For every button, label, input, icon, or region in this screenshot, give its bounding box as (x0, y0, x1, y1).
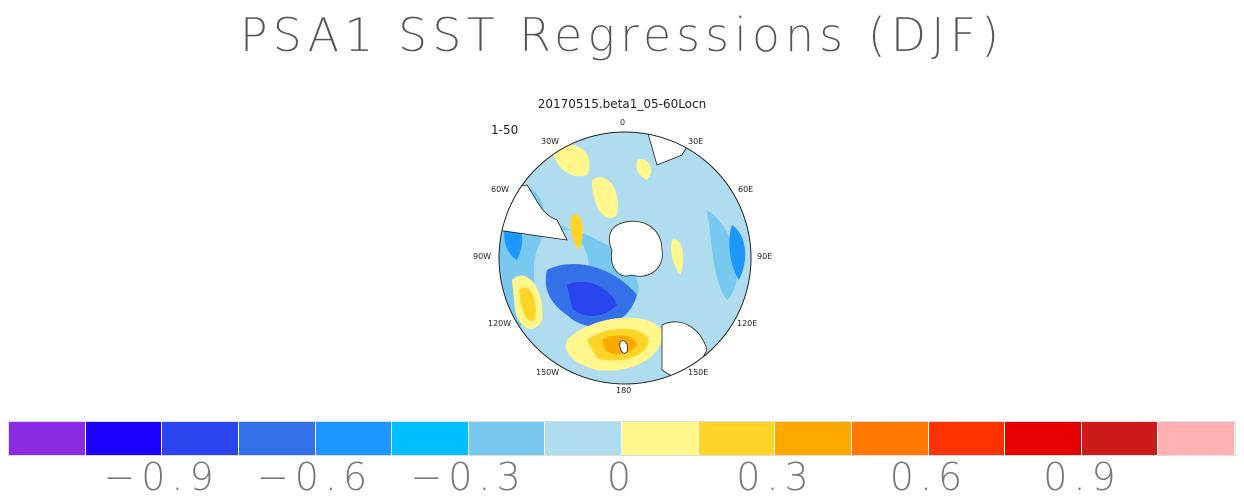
lon-label-150w: 150W (536, 368, 560, 377)
colorbar-swatch (545, 422, 622, 455)
colorbar-swatch (85, 422, 163, 455)
anomaly-region (729, 225, 746, 280)
colorbar-tick-label: −0.3 (410, 455, 527, 499)
new-zealand-landmass (619, 340, 628, 354)
anomaly-region (707, 210, 738, 300)
lon-label-60e: 60E (738, 185, 754, 194)
anomaly-region (636, 159, 652, 180)
lon-label-60w: 60W (491, 185, 510, 194)
map-subtitle: 20170515.beta1_05-60Locn (537, 97, 707, 111)
map-border (498, 131, 752, 385)
colorbar-tick-label: 0 (606, 455, 638, 499)
colorbar-swatch (162, 422, 239, 455)
lon-label-90e: 90E (757, 252, 773, 261)
colorbar (8, 421, 1236, 456)
anomaly-region (567, 281, 617, 316)
anomaly-region (592, 177, 618, 219)
colorbar-swatch (775, 422, 852, 455)
lon-label-0: 0 (620, 118, 626, 127)
colorbar-swatch (1005, 422, 1082, 455)
map-title: PSA1 SST Regressions (DJF) (239, 8, 1005, 62)
colorbar-tick-label: 0.9 (1043, 455, 1122, 499)
colorbar-swatch (698, 422, 776, 455)
lon-label-30e: 30E (688, 137, 704, 146)
lon-label-30w: 30W (541, 137, 560, 146)
colorbar-tick-label: −0.6 (256, 455, 374, 499)
anomaly-region (519, 287, 536, 322)
range-label: 1-50 (491, 123, 519, 137)
colorbar-swatch (9, 422, 86, 455)
anomaly-region (552, 144, 590, 177)
colorbar-swatch (315, 422, 393, 455)
anomaly-region (570, 214, 583, 250)
polar-map (497, 130, 753, 386)
lon-label-120w: 120W (488, 319, 512, 328)
lon-label-150e: 150E (688, 368, 709, 377)
colorbar-swatch (622, 422, 699, 455)
south-america-landmass (499, 184, 568, 241)
lon-label-180: 180 (616, 386, 632, 395)
colorbar-swatch (238, 422, 316, 455)
colorbar-swatch (851, 422, 929, 455)
anomaly-region (670, 239, 684, 275)
colorbar-swatch (468, 422, 546, 455)
polar-map-svg (498, 131, 752, 385)
colorbar-swatch (392, 422, 469, 455)
colorbar-swatch (1081, 422, 1159, 455)
colorbar-swatch (928, 422, 1006, 455)
lon-label-90w: 90W (473, 252, 492, 261)
lon-label-120e: 120E (737, 319, 758, 328)
antarctica-landmass (608, 220, 663, 277)
colorbar-tick-label: −0.9 (103, 455, 220, 499)
colorbar-tick-label: 0.3 (736, 455, 815, 499)
colorbar-tick-label: 0.6 (889, 455, 969, 499)
colorbar-swatch (1158, 422, 1235, 455)
